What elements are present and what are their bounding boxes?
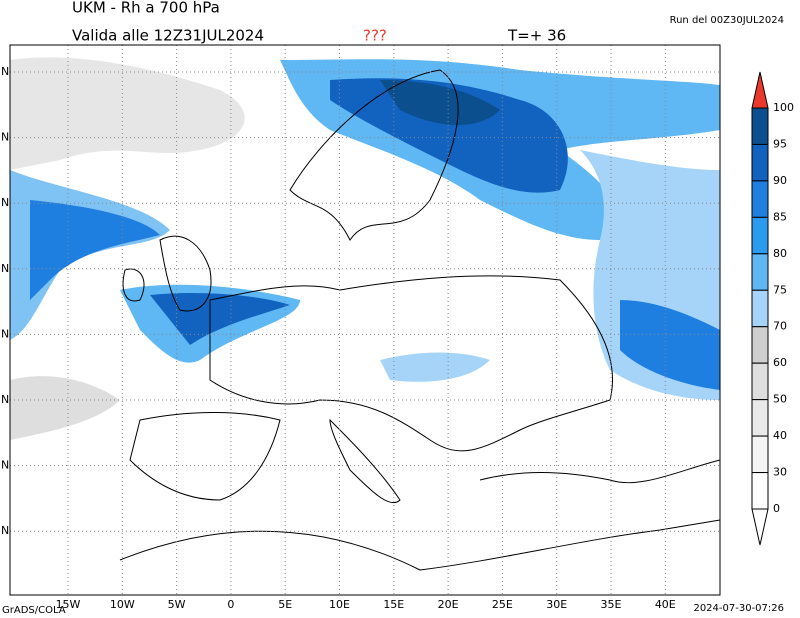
lon-label: 30E	[546, 598, 567, 611]
lat-label: N	[1, 327, 9, 340]
colorbar-label: 95	[773, 137, 787, 150]
lon-label: 35E	[601, 598, 622, 611]
map-frame	[9, 44, 721, 596]
lon-label: 5W	[168, 598, 186, 611]
colorbar-box	[751, 180, 769, 218]
lon-label: 5E	[278, 598, 292, 611]
graticule: 15W 10W 5W 0 5E 10E 15E 20E 25E 30E 35E 40E	[10, 45, 720, 611]
lon-label: 0	[227, 598, 234, 611]
colorbar-label: 75	[773, 283, 787, 296]
lat-label: N	[1, 131, 9, 144]
run-time: Run del 00Z30JUL2024	[670, 15, 784, 26]
colorbar-label: 85	[773, 210, 787, 223]
lon-label: 10E	[329, 598, 350, 611]
lat-label: N	[1, 393, 9, 406]
humidity-fields	[10, 57, 720, 440]
colorbar-label: 90	[773, 174, 787, 187]
colorbar-label: 80	[773, 247, 787, 260]
lat-label: N	[1, 524, 9, 537]
lon-label: 25E	[492, 598, 513, 611]
colorbar-label: 30	[773, 466, 787, 479]
colorbar-box	[751, 435, 769, 474]
colorbar-box	[751, 216, 769, 255]
colorbar: 100 95 90 85 80 75 70 60 50 40 30 0	[751, 71, 794, 546]
lat-label: N	[1, 459, 9, 472]
forecast-step: T=+ 36	[507, 27, 566, 45]
colorbar-bottom-arrow	[751, 508, 769, 546]
lon-label: 20E	[438, 598, 459, 611]
coastlines	[119, 69, 721, 571]
colorbar-label: 70	[773, 320, 787, 333]
colorbar-box	[751, 399, 769, 437]
colorbar-label: 100	[773, 101, 794, 114]
colorbar-box	[751, 143, 769, 182]
lon-label: 15E	[383, 598, 404, 611]
lon-label: 15W	[56, 598, 81, 611]
colorbar-label: 60	[773, 356, 787, 369]
colorbar-label: 50	[773, 393, 787, 406]
lat-label: N	[1, 196, 9, 209]
colorbar-label: 40	[773, 429, 787, 442]
colorbar-box	[751, 107, 769, 145]
colorbar-top-arrow	[751, 71, 769, 109]
colorbar-label: 0	[773, 502, 780, 515]
colorbar-box	[751, 253, 769, 291]
lon-label: 10W	[110, 598, 135, 611]
valid-time: Valida alle 12Z31JUL2024	[72, 27, 264, 45]
footer-timestamp: 2024-07-30-07:26	[693, 603, 784, 614]
map-area: 15W 10W 5W 0 5E 10E 15E 20E 25E 30E 35E 40E	[9, 44, 721, 611]
colorbar-box	[751, 289, 769, 328]
colorbar-box	[751, 362, 769, 401]
lat-label: N	[1, 262, 9, 275]
lat-label: N	[1, 65, 9, 78]
footer-credit: GrADS/COLA	[2, 605, 66, 616]
colorbar-box	[751, 326, 769, 364]
flag-text: ???	[363, 27, 387, 45]
lon-label: 40E	[655, 598, 676, 611]
colorbar-box	[751, 472, 769, 510]
map-title: UKM - Rh a 700 hPa	[72, 0, 220, 17]
